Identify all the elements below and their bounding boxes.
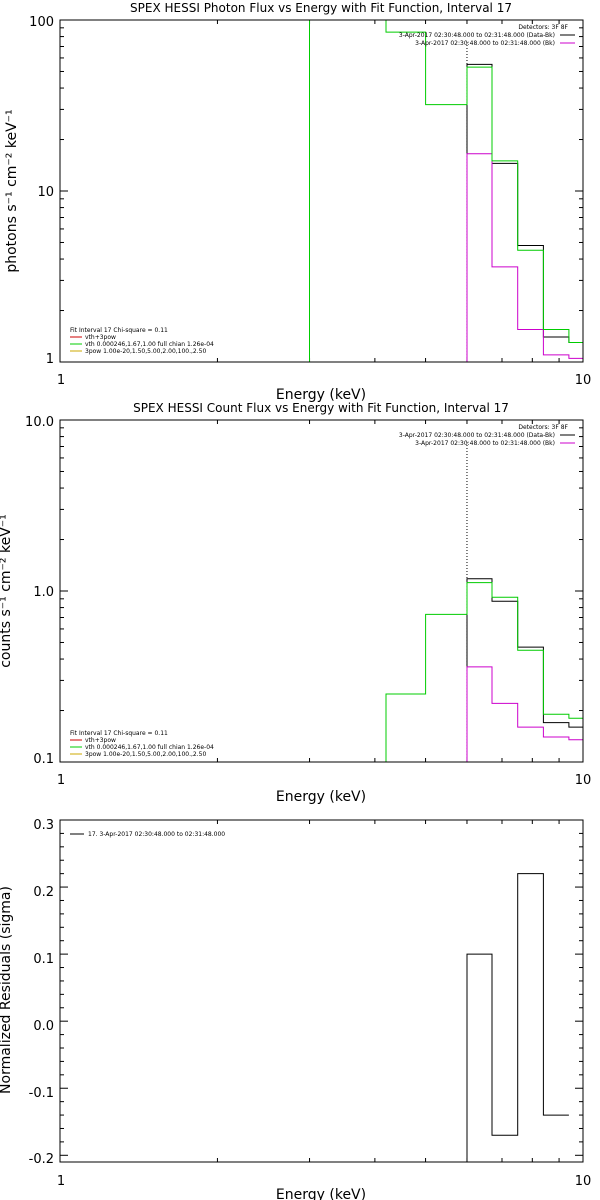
count-flux-panel: SPEX HESSI Count Flux vs Energy with Fit… <box>0 401 591 805</box>
photon-legend-detectors: Detectors: 3F 8F <box>518 24 568 31</box>
photon-y-axis-label: photons s⁻¹ cm⁻² keV⁻¹ <box>4 109 20 272</box>
residuals-x-tick-label: 1 <box>57 1174 65 1189</box>
residuals-y-axis-label: Normalized Residuals (sigma) <box>0 886 14 1094</box>
count-legend-detectors: Detectors: 3F 8F <box>518 424 568 431</box>
count-series-2-line <box>385 582 583 762</box>
photon-x-axis-label: Energy (keV) <box>276 387 366 403</box>
count-legend-total: vth+3pow <box>85 737 116 744</box>
residuals-plot-frame <box>59 819 584 1163</box>
count-y-tick-label: 1.0 <box>33 585 54 600</box>
residuals-panel: -0.2 -0.1 0.0 0.1 0.2 0.3 1 10 Energy (k… <box>0 818 591 1200</box>
photon-y-tick-label: 10 <box>37 185 54 200</box>
count-legend-fit-interval: Fit Interval 17 Chi-square = 0.11 <box>70 730 168 737</box>
residuals-y-ticks: -0.2 -0.1 0.0 0.1 0.2 0.3 <box>29 818 54 1167</box>
residuals-y-tick-label: 0.1 <box>33 952 54 967</box>
photon-plot-frame <box>59 19 584 363</box>
count-legend-data-bk: 3-Apr-2017 02:30:48.000 to 02:31:48.000 … <box>399 432 555 439</box>
count-legend-vth: vth 0.000246,1.67,1.00 full chian 1.26e-… <box>85 744 214 751</box>
count-legend-bottom-left: Fit Interval 17 Chi-square = 0.11 vth+3p… <box>70 730 214 758</box>
count-y-tick-label: 0.1 <box>33 752 54 767</box>
count-x-tick-label: 10 <box>575 773 592 788</box>
photon-x-tick-label: 1 <box>57 373 65 388</box>
count-x-tick-label: 1 <box>57 773 65 788</box>
count-legend-bk: 3-Apr-2017 02:30:48.000 to 02:31:48.000 … <box>415 440 555 447</box>
count-y-tick-label: 10.0 <box>25 415 54 430</box>
photon-legend-total: vth+3pow <box>85 334 116 341</box>
photon-flux-panel: SPEX HESSI Photon Flux vs Energy with Fi… <box>4 1 591 403</box>
residuals-y-tick-label: 0.0 <box>33 1019 54 1034</box>
residuals-legend-text: 17. 3-Apr-2017 02:30:48.000 to 02:31:48.… <box>88 831 225 838</box>
count-legend-top-right: Detectors: 3F 8F 3-Apr-2017 02:30:48.000… <box>399 424 575 447</box>
residuals-legend: 17. 3-Apr-2017 02:30:48.000 to 02:31:48.… <box>70 831 225 838</box>
photon-series-2-line <box>309 20 583 362</box>
count-plot-area <box>59 419 584 763</box>
residuals-y-tick-label: -0.1 <box>29 1086 54 1101</box>
photon-legend-data-bk: 3-Apr-2017 02:30:48.000 to 02:31:48.000 … <box>399 32 555 39</box>
photon-x-tick-label: 10 <box>575 373 592 388</box>
residuals-y-tick-label: 0.3 <box>33 818 54 833</box>
residuals-series-0-line <box>466 873 569 1162</box>
residuals-x-tick-label: 10 <box>575 1174 592 1189</box>
residuals-x-axis-label: Energy (keV) <box>276 1187 366 1200</box>
photon-series-1-line <box>466 153 583 362</box>
photon-y-ticks: 1 10 100 <box>29 15 54 367</box>
photon-y-tick-label: 100 <box>29 15 54 30</box>
photon-legend-3pow: 3pow 1.00e-20,1.50,5.00,2.00,100.,2.50 <box>85 348 206 355</box>
photon-plot-area <box>59 19 584 363</box>
count-y-ticks: 0.1 1.0 10.0 <box>25 415 54 767</box>
residuals-y-tick-label: 0.2 <box>33 885 54 900</box>
count-plot-frame <box>59 419 584 763</box>
count-series-0-line <box>466 578 583 762</box>
count-x-axis-label: Energy (keV) <box>276 789 366 805</box>
photon-legend-bottom-left: Fit Interval 17 Chi-square = 0.11 vth+3p… <box>70 327 214 355</box>
count-chart-title: SPEX HESSI Count Flux vs Energy with Fit… <box>133 401 509 415</box>
photon-chart-title: SPEX HESSI Photon Flux vs Energy with Fi… <box>130 1 512 15</box>
photon-legend-fit-interval: Fit Interval 17 Chi-square = 0.11 <box>70 327 168 334</box>
count-y-axis-label: counts s⁻¹ cm⁻² keV⁻¹ <box>0 514 14 668</box>
residuals-plot-area <box>59 819 584 1162</box>
count-series-1-line <box>466 666 583 762</box>
photon-legend-bk: 3-Apr-2017 02:30:48.000 to 02:31:48.000 … <box>415 40 555 47</box>
photon-series-0-line <box>466 63 583 362</box>
photon-legend-vth: vth 0.000246,1.67,1.00 full chian 1.26e-… <box>85 341 214 348</box>
photon-legend-top-right: Detectors: 3F 8F 3-Apr-2017 02:30:48.000… <box>399 24 575 47</box>
residuals-y-tick-label: -0.2 <box>29 1152 54 1167</box>
count-legend-3pow: 3pow 1.00e-20,1.50,5.00,2.00,100.,2.50 <box>85 751 206 758</box>
photon-y-tick-label: 1 <box>46 352 54 367</box>
